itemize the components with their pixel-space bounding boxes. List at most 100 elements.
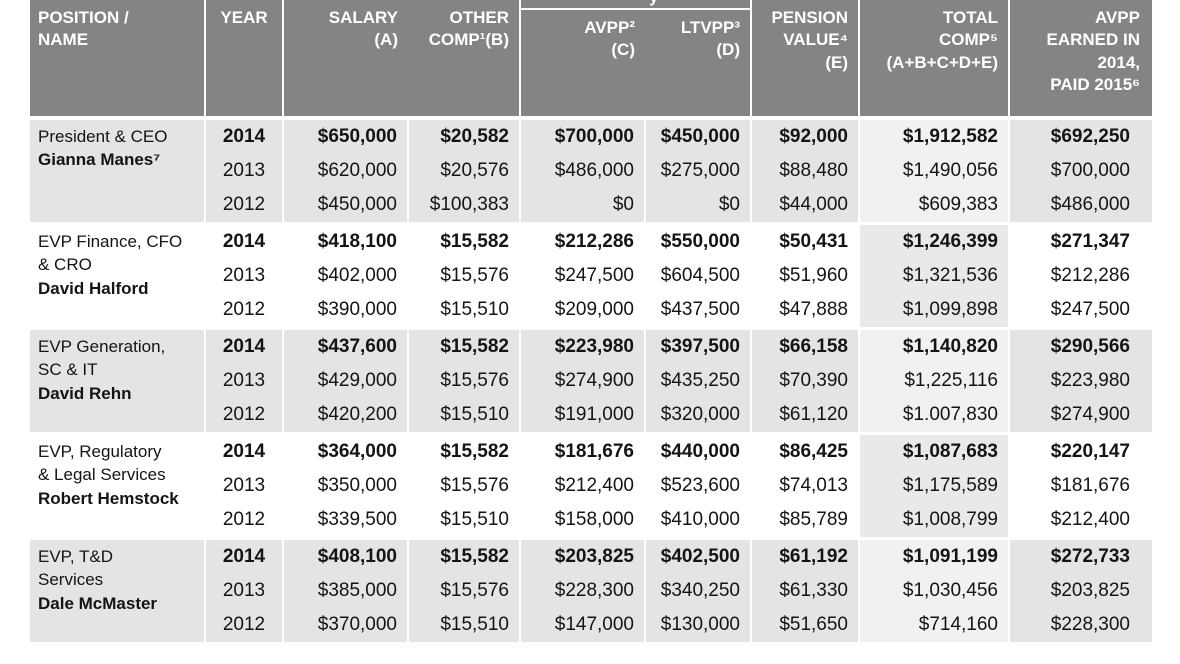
earned-value-cell: $220,147 [1008,432,1152,469]
pension-value-cell: $44,000 [750,188,859,224]
pension-value-cell: $92,000 [750,116,859,154]
total-value-cell: $1,140,820 [858,327,1009,364]
total-value-cell: $1,099,898 [858,293,1009,329]
pension-value-cell: $50,431 [750,222,859,259]
earned-value-cell: $274,900 [1008,398,1152,434]
total-value-cell: $1,091,199 [858,537,1009,574]
avpp-value-cell: $223,980 [519,327,645,364]
pension-value-cell: $70,390 [750,364,859,398]
avpp-value-cell: $0 [519,188,645,224]
year-cell: 2012 [204,293,283,329]
year-cell: 2013 [204,574,283,608]
position-cell: EVP Generation, SC & IT David Rehn [30,327,205,434]
other-value-cell: $15,582 [407,432,520,469]
pension-value-cell: $61,192 [750,537,859,574]
year-cell: 2013 [204,154,283,188]
ltvpp-value-cell: $440,000 [644,432,751,469]
position-label: EVP, T&D Services [38,547,113,590]
pension-value-cell: $61,330 [750,574,859,608]
year-cell: 2012 [204,503,283,539]
salary-value-cell: $350,000 [282,469,408,503]
pension-value-cell: $85,789 [750,503,859,539]
year-cell: 2014 [204,537,283,574]
earned-value-cell: $212,286 [1008,259,1152,293]
ltvpp-value-cell: $402,500 [644,537,751,574]
position-cell: EVP, Regulatory & Legal Services Robert H… [30,432,205,539]
ltvpp-value-cell: $435,250 [644,364,751,398]
salary-value-cell: $402,000 [282,259,408,293]
other-value-cell: $15,582 [407,222,520,259]
col-header-ltvpp: LTVPP³ (D) [645,9,751,118]
other-value-cell: $100,383 [407,188,520,224]
total-value-cell: $1.007,830 [858,398,1009,434]
other-value-cell: $15,510 [407,608,520,642]
table-row: 2012 $390,000 $15,510 $209,000 $437,500 $47,8… [30,293,1152,329]
year-cell: 2012 [204,608,283,642]
ltvpp-value-cell: $550,000 [644,222,751,259]
cropped-span-text-fragment: y [649,0,658,7]
table-row: 2012 $370,000 $15,510 $147,000 $130,000 $51,6… [30,608,1152,642]
pension-value-cell: $66,158 [750,327,859,364]
executive-name: Robert Hemstock [38,488,179,508]
earned-value-cell: $290,566 [1008,327,1152,364]
table-row: EVP Finance, CFO & CRO David Halford 2014 $… [30,222,1152,329]
earned-value-cell: $271,347 [1008,222,1152,259]
avpp-value-cell: $274,900 [519,364,645,398]
year-cell: 2013 [204,259,283,293]
total-value-cell: $714,160 [858,608,1009,642]
earned-value-cell: $486,000 [1008,188,1152,224]
pension-value-cell: $61,120 [750,398,859,434]
salary-value-cell: $408,100 [282,537,408,574]
avpp-value-cell: $158,000 [519,503,645,539]
avpp-value-cell: $181,676 [519,432,645,469]
col-header-avpp-earned: AVPP EARNED IN 2014, PAID 2015⁶ [1008,0,1152,118]
ltvpp-value-cell: $130,000 [644,608,751,642]
salary-value-cell: $385,000 [282,574,408,608]
executive-name: Gianna Manes⁷ [38,150,161,170]
col-header-position: POSITION / NAME [30,0,205,118]
earned-value-cell: $692,250 [1008,116,1152,154]
salary-value-cell: $364,000 [282,432,408,469]
other-value-cell: $15,582 [407,327,520,364]
salary-value-cell: $420,200 [282,398,408,434]
salary-value-cell: $339,500 [282,503,408,539]
avpp-value-cell: $209,000 [519,293,645,329]
salary-value-cell: $437,600 [282,327,408,364]
other-value-cell: $20,576 [407,154,520,188]
earned-value-cell: $228,300 [1008,608,1152,642]
table-row: 2013 $385,000 $15,576 $228,300 $340,250 $61,3… [30,574,1152,608]
col-header-other-comp: OTHER COMP¹(B) [408,0,520,118]
year-cell: 2014 [204,432,283,469]
other-value-cell: $15,576 [407,469,520,503]
other-value-cell: $20,582 [407,116,520,154]
table-row: 2013 $429,000 $15,576 $274,900 $435,250 $70,3… [30,364,1152,398]
compensation-table: POSITION / NAME YEAR SALARY (A) OTHER CO… [30,0,1152,642]
ltvpp-value-cell: $397,500 [644,327,751,364]
salary-value-cell: $450,000 [282,188,408,224]
year-cell: 2013 [204,364,283,398]
earned-value-cell: $247,500 [1008,293,1152,329]
salary-value-cell: $650,000 [282,116,408,154]
table-row: 2012 $450,000 $100,383 $0 $0 $44,000 $609,383 $… [30,188,1152,224]
table-body: President & CEO Gianna Manes⁷ 2014 $650,000… [30,116,1152,642]
year-cell: 2012 [204,398,283,434]
total-value-cell: $1,225,116 [858,364,1009,398]
position-cell: President & CEO Gianna Manes⁷ [30,116,205,224]
position-label: EVP Generation, SC & IT [38,337,166,380]
other-value-cell: $15,510 [407,503,520,539]
total-value-cell: $609,383 [858,188,1009,224]
ltvpp-value-cell: $0 [644,188,751,224]
total-value-cell: $1,321,536 [858,259,1009,293]
earned-value-cell: $203,825 [1008,574,1152,608]
ltvpp-value-cell: $437,500 [644,293,751,329]
other-value-cell: $15,510 [407,293,520,329]
table-row: President & CEO Gianna Manes⁷ 2014 $650,000… [30,116,1152,224]
avpp-value-cell: $228,300 [519,574,645,608]
pension-value-cell: $86,425 [750,432,859,469]
pension-value-cell: $88,480 [750,154,859,188]
position-label: President & CEO [38,127,168,146]
other-value-cell: $15,576 [407,364,520,398]
table-row: EVP Generation, SC & IT David Rehn 2014 $43… [30,327,1152,434]
earned-value-cell: $700,000 [1008,154,1152,188]
